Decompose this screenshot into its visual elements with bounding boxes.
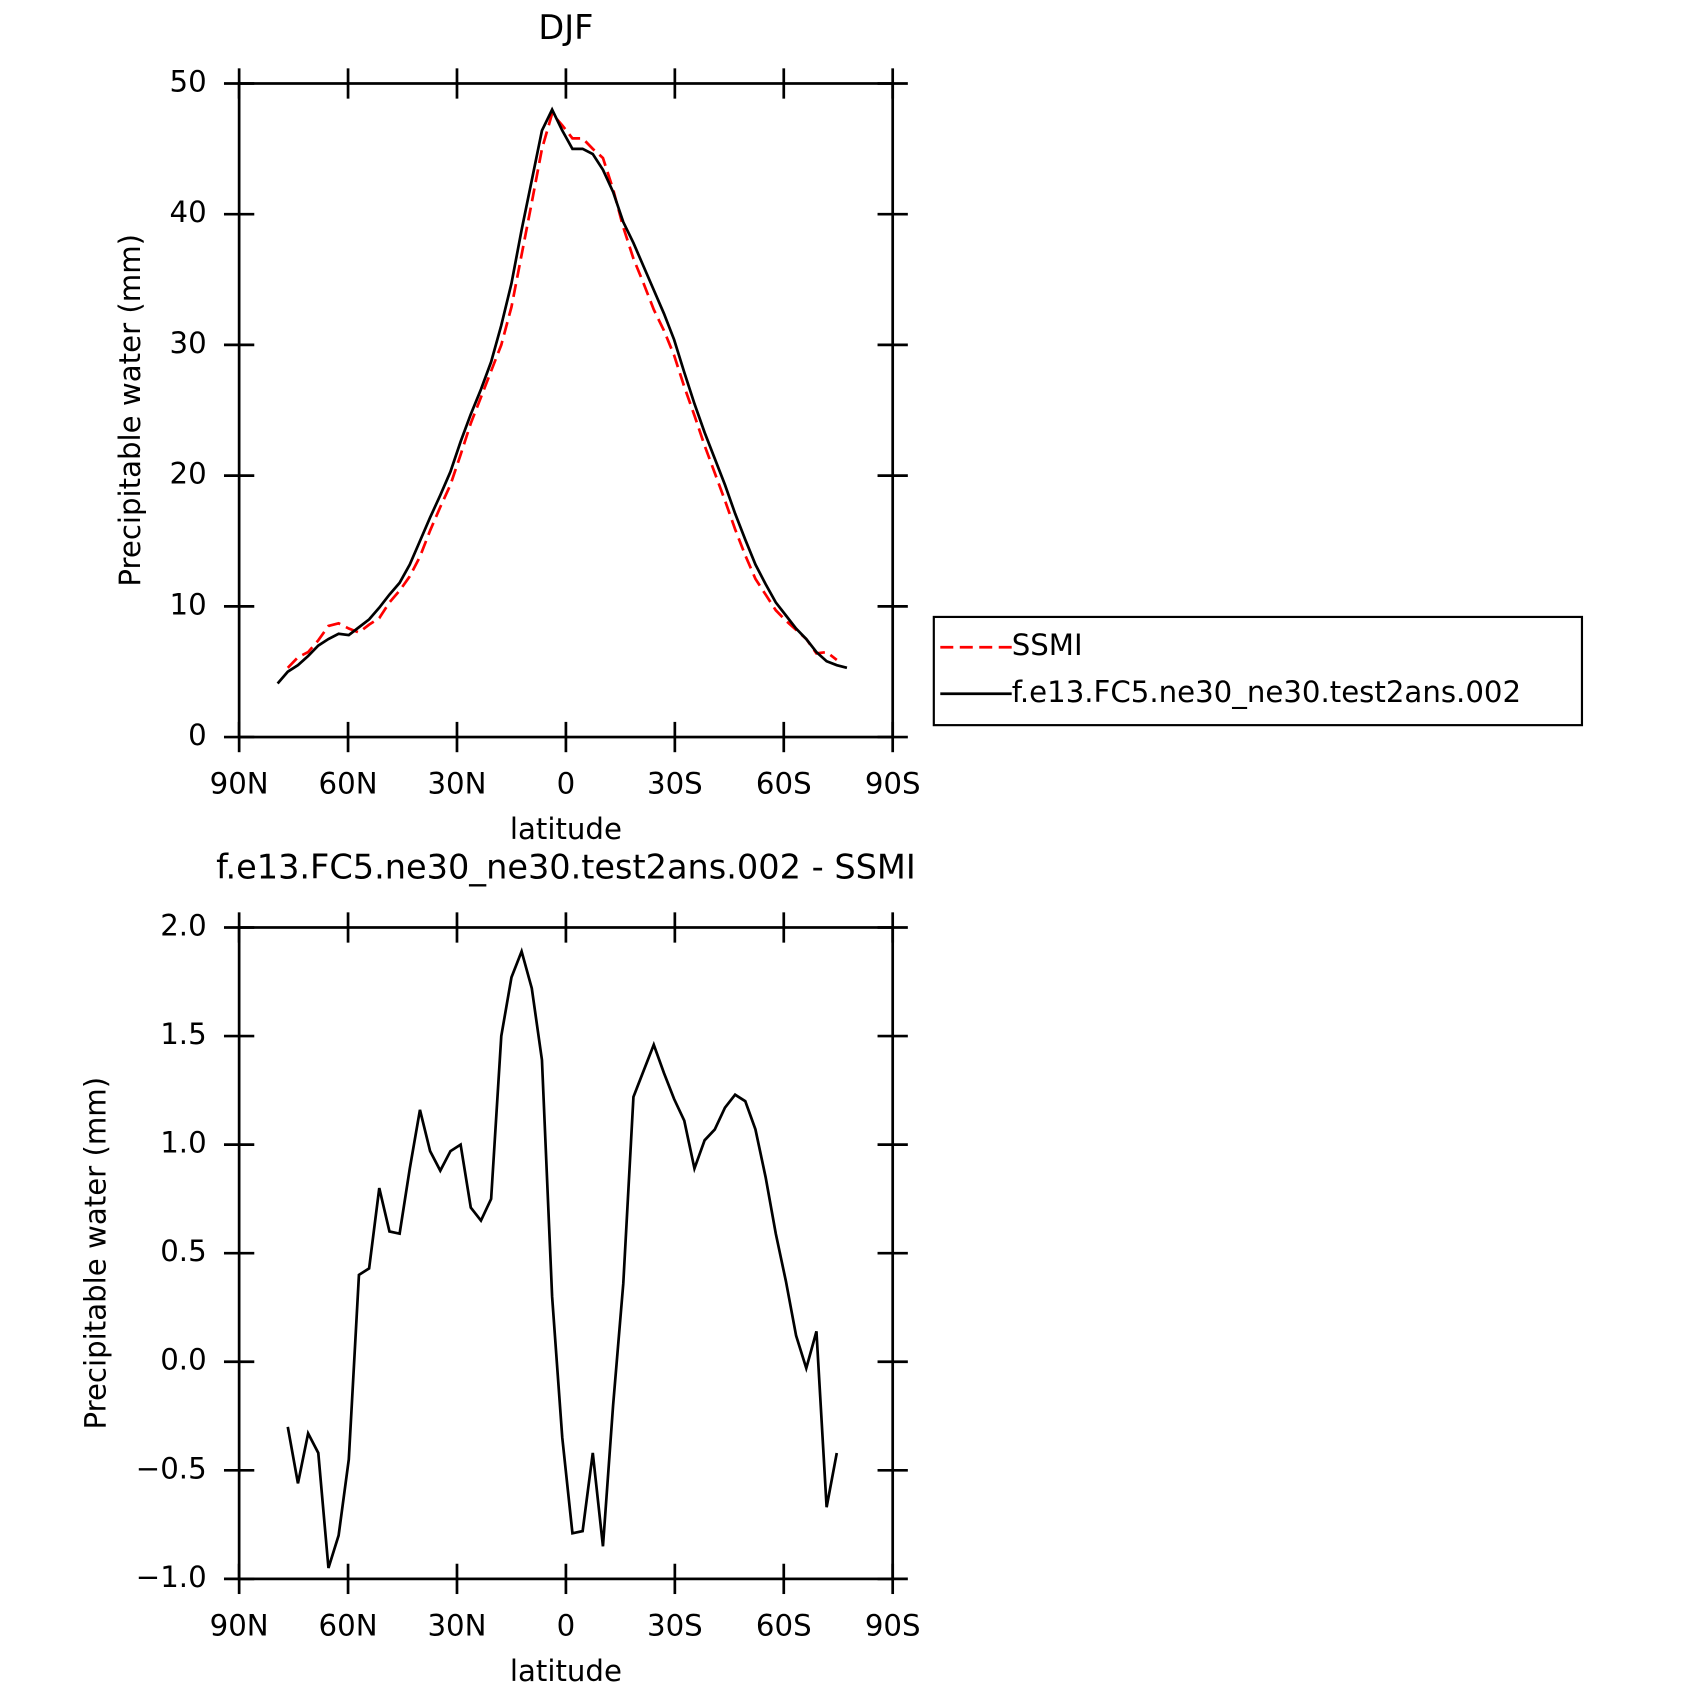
y-tick-label: 2.0 (160, 908, 206, 942)
legend-box (932, 615, 1584, 727)
y-tick-label: −1.0 (136, 1560, 207, 1594)
x-axis-label: latitude (510, 1654, 622, 1688)
data-line (276, 106, 848, 685)
x-tick-label: 30N (427, 1609, 486, 1643)
x-tick-label: 90S (865, 767, 921, 801)
y-tick-label: 10 (169, 587, 206, 621)
x-tick-label: 60S (756, 1609, 812, 1643)
x-tick-label: 0 (557, 1609, 576, 1643)
x-tick-label: 90N (210, 1609, 269, 1643)
y-tick-label: −0.5 (136, 1451, 207, 1485)
x-tick-label: 60N (319, 1609, 378, 1643)
y-tick-label: 40 (169, 195, 206, 229)
x-tick-label: 60N (319, 767, 378, 801)
plot-frame (237, 82, 895, 739)
data-line (286, 947, 839, 1569)
x-tick-label: 90S (865, 1609, 921, 1643)
x-tick-label: 0 (557, 767, 576, 801)
x-tick-label: 30S (647, 1609, 703, 1643)
chart-title: f.e13.FC5.ne30_ne30.test2ans.002 - SSMI (216, 848, 916, 887)
y-axis-label: Precipitable water (mm) (78, 1077, 112, 1430)
x-tick-label: 60S (756, 767, 812, 801)
y-tick-label: 0.5 (160, 1234, 206, 1268)
x-tick-label: 30S (647, 767, 703, 801)
legend-label: f.e13.FC5.ne30_ne30.test2ans.002 (1012, 675, 1521, 709)
y-tick-label: 1.0 (160, 1126, 206, 1160)
y-tick-label: 30 (169, 326, 206, 360)
y-tick-label: 0 (188, 718, 207, 752)
chart-title: DJF (538, 8, 593, 47)
x-tick-label: 90N (210, 767, 269, 801)
y-tick-label: 1.5 (160, 1017, 206, 1051)
x-axis-label: latitude (510, 812, 622, 846)
y-tick-label: 20 (169, 457, 206, 491)
data-line (286, 110, 838, 669)
y-tick-label: 50 (169, 64, 206, 98)
y-axis-label: Precipitable water (mm) (113, 234, 147, 587)
y-tick-label: 0.0 (160, 1343, 206, 1377)
legend-label: SSMI (1012, 628, 1083, 662)
x-tick-label: 30N (427, 767, 486, 801)
